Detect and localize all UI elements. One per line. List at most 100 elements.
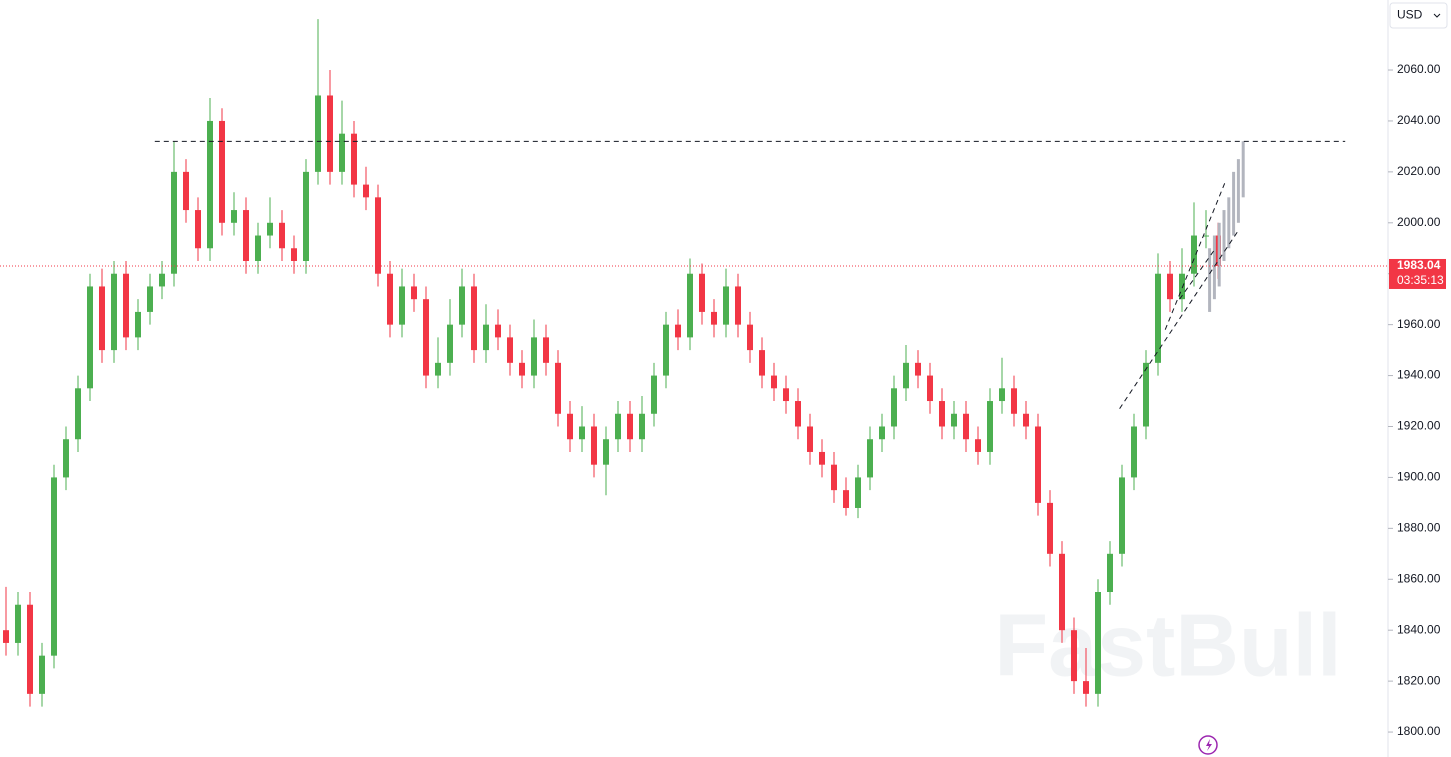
y-tick-label: 1960.00 bbox=[1397, 317, 1441, 331]
candle-body bbox=[591, 426, 597, 465]
candle-body bbox=[1203, 235, 1209, 237]
candle-body bbox=[51, 477, 57, 656]
candle-body bbox=[843, 490, 849, 508]
candle-body bbox=[891, 388, 897, 427]
y-tick-label: 1940.00 bbox=[1397, 368, 1441, 382]
candle-body bbox=[687, 273, 693, 338]
candle-body bbox=[651, 375, 657, 414]
candle-body bbox=[639, 413, 645, 440]
candle-body bbox=[267, 222, 273, 236]
candle-body bbox=[483, 324, 489, 351]
last-price-label: 1983.04 bbox=[1397, 258, 1441, 272]
candle-body bbox=[1179, 273, 1185, 300]
last-price-box bbox=[1389, 258, 1446, 289]
projection-bar bbox=[1232, 171, 1236, 236]
candle-body bbox=[399, 286, 405, 325]
candle-body bbox=[867, 439, 873, 478]
candle-body bbox=[3, 630, 9, 643]
candle-body bbox=[927, 375, 933, 402]
candle-body bbox=[1047, 502, 1053, 554]
y-tick-label: 1840.00 bbox=[1397, 622, 1441, 636]
candle-body bbox=[147, 286, 153, 312]
candle-body bbox=[1095, 592, 1101, 694]
candle-body bbox=[375, 197, 381, 274]
y-tick-label: 2020.00 bbox=[1397, 164, 1441, 178]
candle-body bbox=[519, 362, 525, 376]
candle-body bbox=[231, 210, 237, 223]
y-tick-label: 1860.00 bbox=[1397, 571, 1441, 585]
candle-body bbox=[351, 133, 357, 185]
candle-body bbox=[99, 286, 105, 351]
candle-body bbox=[783, 388, 789, 402]
candle-body bbox=[747, 324, 753, 351]
candle-body bbox=[447, 324, 453, 363]
candle-body bbox=[759, 350, 765, 376]
countdown-label: 03:35:13 bbox=[1397, 273, 1444, 287]
candle-body bbox=[987, 401, 993, 452]
candle-body bbox=[387, 273, 393, 325]
candle-body bbox=[855, 477, 861, 508]
candle-body bbox=[879, 426, 885, 440]
candle-body bbox=[579, 426, 585, 440]
candle-body bbox=[951, 413, 957, 427]
y-tick-label: 1820.00 bbox=[1397, 673, 1441, 687]
candle-body bbox=[903, 362, 909, 389]
candle-body bbox=[1023, 413, 1029, 427]
candle-body bbox=[1119, 477, 1125, 554]
candle-body bbox=[735, 286, 741, 325]
trend-line bbox=[1179, 247, 1217, 300]
candle-body bbox=[291, 248, 297, 261]
candle-body bbox=[1035, 426, 1041, 503]
candle-body bbox=[663, 324, 669, 376]
y-tick-label: 1880.00 bbox=[1397, 521, 1441, 535]
candle-body bbox=[111, 273, 117, 351]
candle-body bbox=[315, 95, 321, 172]
projection-bar bbox=[1212, 235, 1216, 300]
y-tick-label: 1920.00 bbox=[1397, 419, 1441, 433]
candle-body bbox=[171, 171, 177, 274]
y-tick-label: 2000.00 bbox=[1397, 215, 1441, 229]
candle-body bbox=[1071, 630, 1077, 682]
candle-body bbox=[831, 464, 837, 491]
candle-body bbox=[615, 413, 621, 440]
candle-body bbox=[411, 286, 417, 300]
candle-body bbox=[1011, 388, 1017, 414]
candle-body bbox=[507, 337, 513, 363]
candle-body bbox=[1131, 426, 1137, 478]
y-tick-label: 1900.00 bbox=[1397, 470, 1441, 484]
candle-body bbox=[435, 362, 441, 376]
candle-body bbox=[339, 133, 345, 172]
projection-bar bbox=[1241, 141, 1245, 198]
candle-body bbox=[123, 273, 129, 338]
candle-body bbox=[459, 286, 465, 325]
candle-body bbox=[1083, 681, 1089, 694]
candle-body bbox=[87, 286, 93, 389]
lightning-bolt bbox=[1206, 739, 1212, 751]
trend-line bbox=[1119, 230, 1239, 409]
candle-body bbox=[567, 413, 573, 440]
candle-body bbox=[795, 401, 801, 427]
candle-body bbox=[303, 171, 309, 261]
projection-bar bbox=[1227, 197, 1231, 249]
candle-body bbox=[771, 375, 777, 389]
currency-label[interactable]: USD bbox=[1397, 8, 1423, 22]
candle-body bbox=[255, 235, 261, 261]
candle-body bbox=[675, 324, 681, 338]
watermark: FastBull bbox=[994, 595, 1341, 694]
candle-body bbox=[711, 311, 717, 325]
candle-body bbox=[603, 439, 609, 465]
candle-body bbox=[195, 210, 201, 249]
candle-body bbox=[495, 324, 501, 338]
y-tick-label: 2040.00 bbox=[1397, 113, 1441, 127]
lightning-icon[interactable] bbox=[1198, 735, 1218, 755]
candle-body bbox=[543, 337, 549, 363]
projection-bar bbox=[1236, 159, 1240, 223]
candle-body bbox=[1191, 235, 1197, 274]
candle-body bbox=[1059, 553, 1065, 631]
candle-body bbox=[15, 604, 21, 643]
candle-body bbox=[963, 413, 969, 440]
candle-body bbox=[39, 655, 45, 694]
currency-dropdown[interactable] bbox=[1389, 2, 1448, 29]
candle-body bbox=[183, 171, 189, 211]
